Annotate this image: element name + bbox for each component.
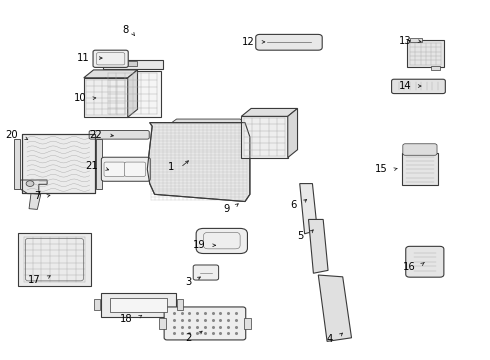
Text: 9: 9 [223,204,229,214]
Bar [100,293,176,317]
FancyBboxPatch shape [93,50,128,67]
Text: 22: 22 [90,130,102,140]
Bar [84,78,128,117]
Text: 15: 15 [375,164,388,174]
Bar [408,40,444,67]
Bar [410,39,422,42]
Bar [242,116,288,158]
FancyBboxPatch shape [392,79,445,94]
Text: 1: 1 [168,162,174,172]
FancyBboxPatch shape [406,246,444,277]
Text: 6: 6 [290,200,296,210]
Text: 20: 20 [5,130,18,140]
Text: 7: 7 [34,191,41,201]
Polygon shape [288,108,297,158]
Bar [402,153,438,185]
Polygon shape [172,119,245,123]
Polygon shape [300,184,318,234]
FancyBboxPatch shape [124,162,146,176]
Text: 18: 18 [120,314,133,324]
Bar [102,60,163,69]
Bar [22,134,95,193]
Text: 8: 8 [122,25,129,35]
Text: 14: 14 [398,81,411,91]
FancyBboxPatch shape [89,131,149,139]
Text: 2: 2 [185,333,191,343]
Polygon shape [318,275,351,341]
Text: 5: 5 [297,231,304,240]
Polygon shape [84,70,138,78]
FancyBboxPatch shape [403,144,437,155]
FancyBboxPatch shape [104,162,125,176]
Text: 19: 19 [193,240,206,250]
Bar [97,139,102,189]
FancyBboxPatch shape [101,157,150,181]
Text: 17: 17 [28,275,41,285]
Polygon shape [147,123,250,202]
FancyBboxPatch shape [164,307,245,340]
Text: 3: 3 [185,277,191,287]
FancyBboxPatch shape [193,265,219,280]
Polygon shape [128,70,138,117]
Bar [128,61,137,66]
Bar [14,139,20,189]
Bar [104,71,161,117]
Text: 11: 11 [77,53,90,63]
FancyBboxPatch shape [256,35,322,50]
Polygon shape [20,180,47,194]
Bar [18,233,91,286]
Text: 13: 13 [398,36,411,46]
Text: 21: 21 [86,161,98,171]
Text: 4: 4 [327,333,333,343]
Bar [431,66,441,70]
Text: 10: 10 [74,93,86,103]
Circle shape [26,181,34,186]
Polygon shape [29,194,41,210]
Bar [22,134,95,193]
Polygon shape [242,108,297,116]
Text: 16: 16 [403,262,416,272]
FancyBboxPatch shape [196,228,247,253]
Bar [94,300,99,310]
Bar [177,300,183,310]
Text: 12: 12 [242,37,255,47]
Bar [110,298,167,312]
Bar [244,318,251,329]
Polygon shape [309,220,328,273]
Bar [159,318,166,329]
